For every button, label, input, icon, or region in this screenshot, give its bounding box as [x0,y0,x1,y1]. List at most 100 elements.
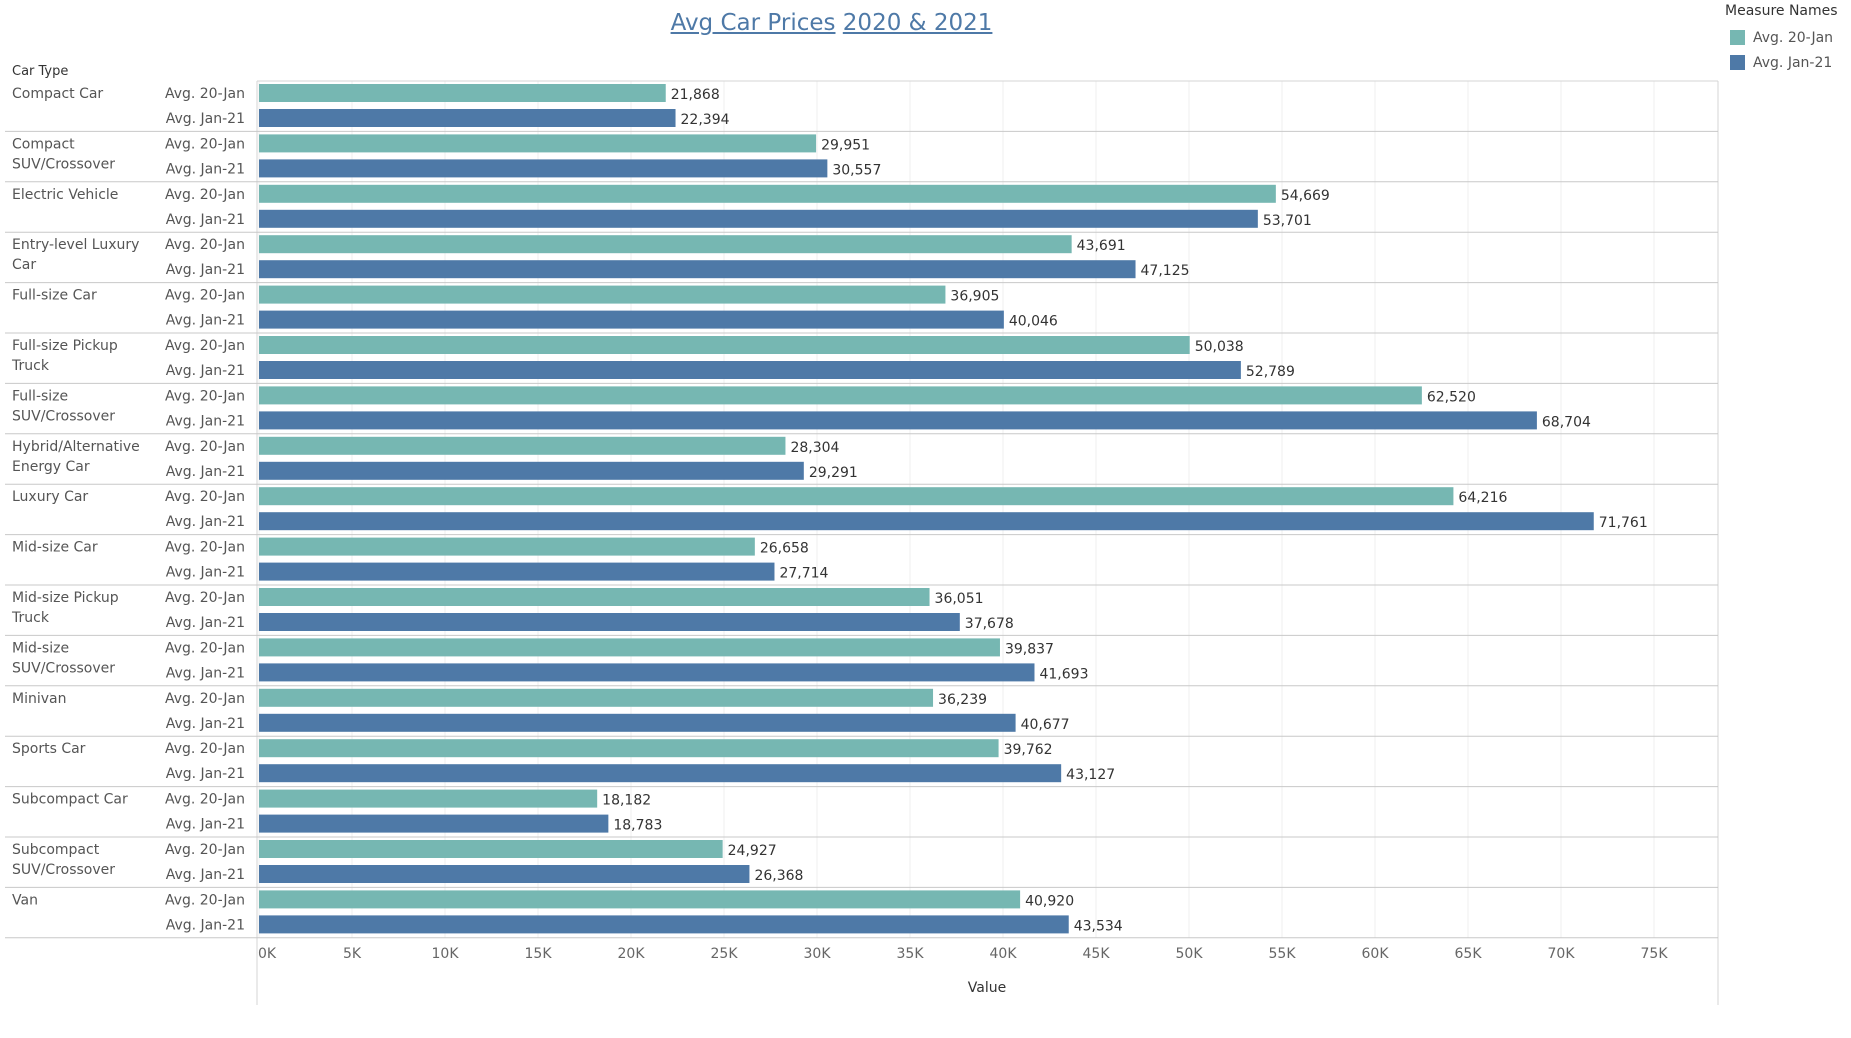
category-label: Mid-size Car [12,540,98,556]
data-label: 64,216 [1458,490,1507,506]
measure-label: Avg. 20-Jan [165,439,245,455]
category-label: SUV/Crossover [12,408,115,424]
legend-item-2021[interactable]: Avg. Jan-21 [1725,50,1851,75]
data-label: 40,677 [1021,717,1070,733]
x-tick-label: 15K [525,946,553,962]
data-label: 28,304 [790,440,839,456]
measure-label: Avg. Jan-21 [166,212,245,228]
data-label: 41,693 [1039,666,1088,682]
chart-title-part2[interactable]: 2020 & 2021 [842,10,993,36]
legend-title: Measure Names [1725,3,1838,19]
data-label: 71,761 [1599,515,1648,531]
bar [259,461,804,480]
measure-label: Avg. 20-Jan [165,590,245,606]
x-tick-label: 30K [804,946,832,962]
data-label: 22,394 [681,112,730,128]
x-tick-label: 40K [990,946,1018,962]
category-label: Truck [11,610,50,626]
measure-label: Avg. Jan-21 [166,766,245,782]
measure-label: Avg. Jan-21 [166,313,245,329]
bar [259,562,775,581]
x-tick-label: 20K [618,946,646,962]
measure-label: Avg. 20-Jan [165,741,245,757]
measure-label: Avg. Jan-21 [166,514,245,530]
measure-label: Avg. 20-Jan [165,187,245,203]
data-label: 62,520 [1427,389,1476,405]
measure-label: Avg. Jan-21 [166,413,245,429]
category-label: Subcompact Car [12,792,128,808]
bar [259,84,666,102]
measure-label: Avg. Jan-21 [166,262,245,278]
bar [259,235,1072,254]
bar [259,688,934,707]
legend: Measure Names Avg. 20-Jan Avg. Jan-21 [1725,3,1851,75]
data-label: 53,701 [1263,213,1312,229]
bar [259,789,598,808]
measure-label: Avg. 20-Jan [165,86,245,102]
bar [259,184,1276,203]
data-label: 43,534 [1074,918,1123,934]
measure-label: Avg. 20-Jan [165,288,245,304]
measure-label: Avg. Jan-21 [166,565,245,581]
x-axis-title: Value [968,980,1006,996]
measure-label: Avg. Jan-21 [166,161,245,177]
category-label: Compact [12,136,75,152]
data-label: 43,691 [1077,238,1126,254]
bar [259,134,817,153]
bar [259,537,755,556]
measure-label: Avg. Jan-21 [166,917,245,933]
legend-swatch-2020 [1730,30,1745,45]
category-label: SUV/Crossover [12,660,115,676]
bar [259,109,676,127]
category-label: Sports Car [12,741,86,757]
measure-label: Avg. 20-Jan [165,691,245,707]
x-tick-label: 50K [1176,946,1204,962]
x-tick-label: 35K [897,946,925,962]
measure-label: Avg. 20-Jan [165,640,245,656]
category-label: Full-size Car [12,288,97,304]
measure-label: Avg. 20-Jan [165,237,245,253]
data-label: 47,125 [1141,263,1190,279]
x-tick-label: 0K [258,946,277,962]
data-label: 29,951 [821,137,870,153]
measure-label: Avg. 20-Jan [165,540,245,556]
measure-label: Avg. Jan-21 [166,363,245,379]
bar [259,487,1454,506]
bar [259,310,1004,329]
legend-label-2020: Avg. 20-Jan [1753,29,1834,46]
category-label: Subcompact [12,842,100,858]
x-tick-label: 5K [343,946,362,962]
chart-title-part1[interactable]: Avg Car Prices [670,10,836,36]
measure-label: Avg. 20-Jan [165,892,245,908]
measure-label: Avg. 20-Jan [165,842,245,858]
bar [259,613,960,631]
category-label: Mid-size Pickup [12,590,119,606]
measure-label: Avg. Jan-21 [166,665,245,681]
legend-item-2020[interactable]: Avg. 20-Jan [1725,25,1851,50]
data-label: 29,291 [809,465,858,481]
category-label: Energy Car [12,459,90,475]
bar [259,638,1000,657]
measure-label: Avg. 20-Jan [165,792,245,808]
measure-label: Avg. Jan-21 [166,716,245,732]
measure-label: Avg. 20-Jan [165,489,245,505]
data-label: 36,239 [938,692,987,708]
data-label: 40,920 [1025,893,1074,909]
data-label: 43,127 [1066,767,1115,783]
bar [259,361,1241,379]
bar [259,814,609,833]
bar [259,260,1136,279]
bar [259,840,723,858]
data-label: 68,704 [1542,414,1591,430]
data-label: 27,714 [779,566,828,582]
data-label: 21,868 [671,87,720,103]
bar [259,436,786,455]
legend-label-2021: Avg. Jan-21 [1753,54,1833,71]
x-tick-label: 70K [1548,946,1576,962]
x-tick-label: 10K [432,946,460,962]
chart-title[interactable]: Avg Car Prices 2020 & 2021 [0,10,1663,36]
measure-label: Avg. 20-Jan [165,338,245,354]
measure-label: Avg. 20-Jan [165,388,245,404]
bar [259,764,1062,783]
